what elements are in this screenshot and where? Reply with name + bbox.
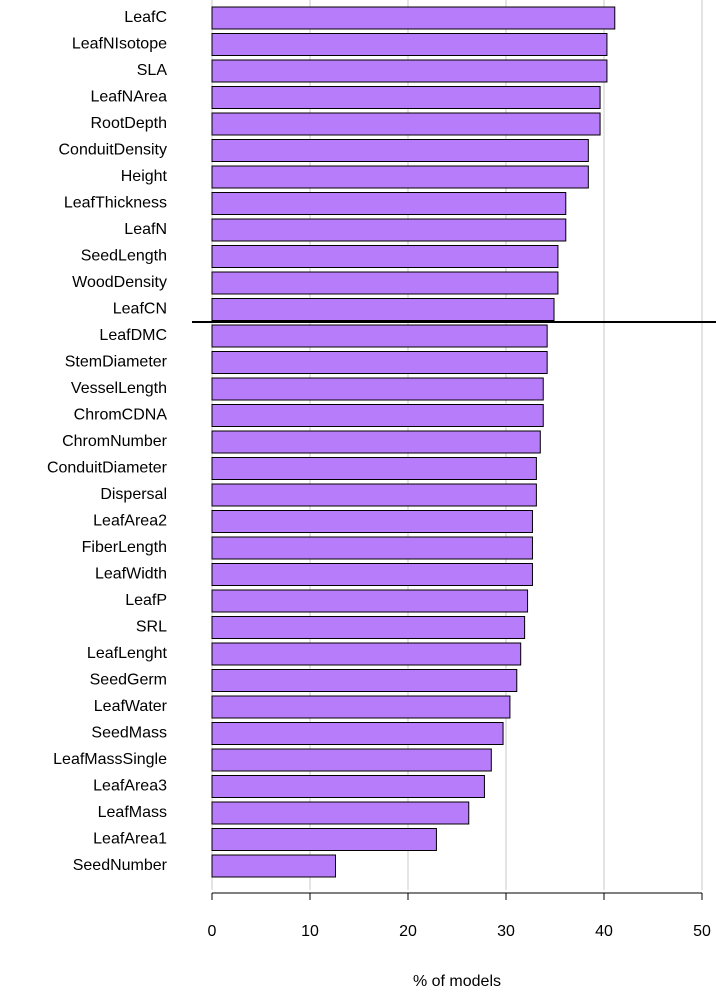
x-axis-title: % of models: [413, 973, 501, 990]
y-tick-label: ConduitDensity: [59, 142, 168, 159]
bar: [211, 748, 492, 772]
bar: [211, 271, 559, 295]
x-tick-label: 0: [208, 923, 217, 940]
y-tick-label: LeafThickness: [64, 195, 167, 212]
bar: [211, 536, 533, 560]
y-tick-label: LeafNIsotope: [72, 36, 167, 53]
y-tick-label: Dispersal: [100, 486, 167, 503]
bar: [211, 192, 567, 215]
bar: [211, 695, 511, 719]
bar: [211, 351, 548, 374]
bar: [211, 642, 522, 666]
y-tick-label: SeedGerm: [90, 672, 167, 689]
bar: [211, 854, 336, 878]
bar: [211, 563, 533, 586]
bar: [211, 404, 544, 427]
y-tick-label: SLA: [137, 62, 168, 79]
bar: [211, 59, 608, 83]
bar: [211, 589, 529, 613]
bar: [211, 669, 518, 692]
bar: [211, 86, 601, 109]
x-tick-label: 50: [693, 923, 711, 940]
y-tick-label: LeafArea2: [93, 513, 167, 530]
bar: [211, 722, 504, 745]
bar: [211, 165, 589, 189]
bar: [211, 828, 437, 851]
bar: [211, 430, 541, 454]
x-tick-label: 40: [595, 923, 613, 940]
y-tick-label: FiberLength: [82, 539, 167, 556]
y-tick-label: LeafWater: [94, 698, 168, 715]
bar: [211, 775, 485, 798]
bar: [211, 112, 601, 136]
y-tick-label: LeafArea1: [93, 831, 167, 848]
y-tick-label: LeafCN: [113, 301, 167, 318]
y-tick-label: LeafArea3: [93, 778, 167, 795]
y-tick-label: LeafC: [124, 9, 167, 26]
bar: [211, 510, 533, 533]
bar: [211, 139, 589, 162]
y-tick-label: ChromCDNA: [74, 407, 168, 424]
y-tick-label: LeafLenght: [87, 645, 168, 662]
y-tick-label: LeafMassSingle: [53, 751, 167, 768]
bar: [211, 245, 559, 268]
y-tick-label: WoodDensity: [72, 274, 167, 291]
bar: [211, 6, 616, 30]
y-tick-label: ConduitDiameter: [47, 460, 168, 477]
y-tick-label: ChromNumber: [62, 433, 168, 450]
y-tick-label: LeafDMC: [99, 327, 167, 344]
bar: [211, 801, 470, 825]
bar: [211, 324, 548, 348]
y-tick-label: SRL: [136, 619, 167, 636]
y-tick-label: LeafP: [125, 592, 167, 609]
bar: [211, 218, 567, 242]
x-tick-label: 10: [301, 923, 319, 940]
bar: [211, 616, 526, 639]
y-tick-label: VesselLength: [71, 380, 167, 397]
y-tick-label: LeafNArea: [91, 89, 168, 106]
y-tick-label: LeafN: [124, 221, 167, 238]
y-tick-label: SeedNumber: [73, 857, 168, 874]
bar: [211, 298, 555, 321]
y-tick-label: LeafMass: [98, 804, 167, 821]
y-tick-label: SeedMass: [91, 725, 167, 742]
bar: [211, 377, 544, 401]
bar: [211, 33, 608, 56]
y-tick-label: Height: [121, 168, 168, 185]
x-tick-label: 30: [497, 923, 515, 940]
y-tick-label: SeedLength: [81, 248, 167, 265]
bar: [211, 457, 537, 480]
y-tick-label: RootDepth: [91, 115, 168, 132]
y-tick-label: LeafWidth: [95, 566, 167, 583]
y-tick-label: StemDiameter: [65, 354, 168, 371]
x-tick-label: 20: [399, 923, 417, 940]
bar: [211, 483, 537, 507]
